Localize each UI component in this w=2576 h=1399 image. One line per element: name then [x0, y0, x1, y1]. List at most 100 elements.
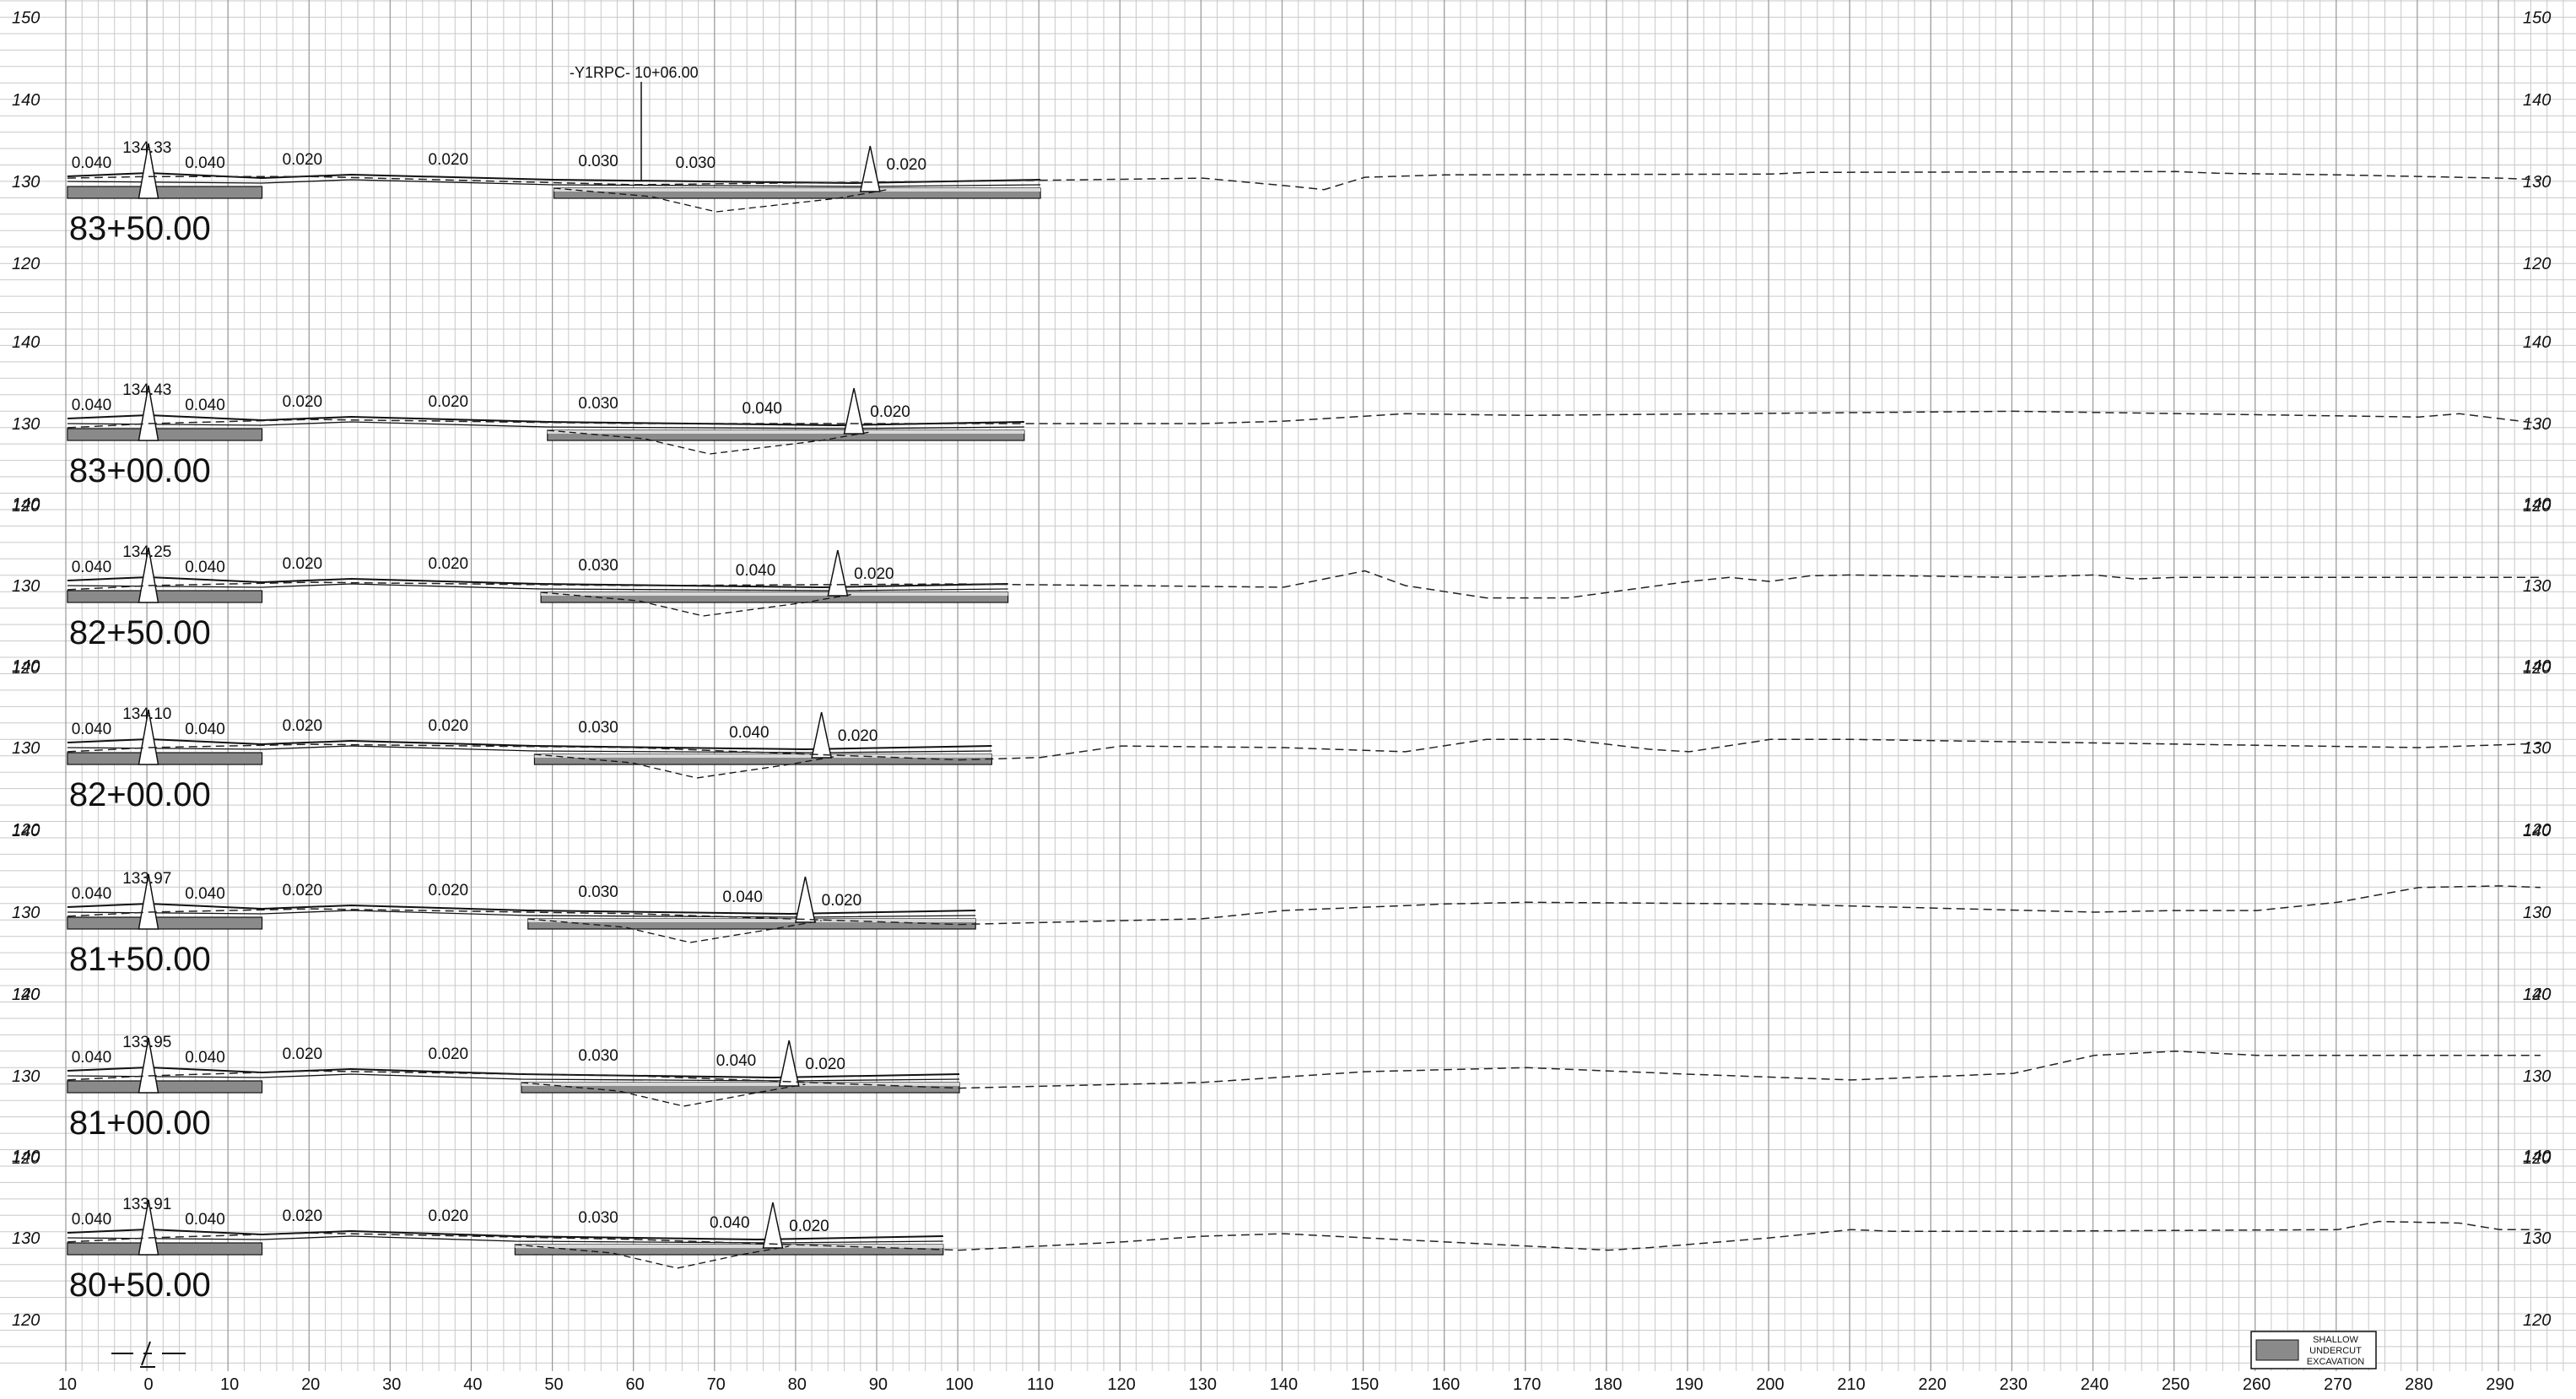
x-tick-label: 260: [2243, 1375, 2271, 1394]
legend-line-3: EXCAVATION: [2307, 1357, 2365, 1367]
barrier-icon: [138, 1037, 159, 1094]
pavement-base: [67, 583, 1008, 591]
slope-label: 0.030: [578, 719, 618, 737]
slope-label: 0.040: [716, 1052, 757, 1070]
slope-label: 0.040: [710, 1214, 750, 1232]
grid-lines: [0, 0, 2576, 1371]
station-label: 82+00.00: [69, 776, 211, 813]
elevation-label: 134.43: [122, 381, 171, 399]
elevation-label: 133.91: [122, 1196, 171, 1213]
x-tick-label: 150: [1351, 1375, 1379, 1394]
x-tick-label: 50: [544, 1375, 563, 1394]
slope-label: 0.020: [283, 555, 323, 573]
barrier-icon: [778, 1040, 800, 1087]
elevation-axis-label: 140: [12, 1148, 40, 1166]
x-tick-label: 190: [1675, 1375, 1703, 1394]
barrier-icon: [138, 709, 159, 765]
x-tick-label: 250: [2162, 1375, 2190, 1394]
station-label: 83+00.00: [69, 452, 211, 489]
existing-ground: [67, 410, 2541, 429]
elevation-axis-label: 130: [12, 739, 40, 758]
slope-label: 0.030: [578, 153, 618, 170]
slope-label: 0.020: [429, 882, 469, 899]
undercut-slab: [67, 590, 263, 603]
x-tick-label: 110: [1027, 1375, 1054, 1394]
barrier-icon: [811, 711, 833, 759]
ditch-profile: [521, 1082, 806, 1107]
section-83+00.00: 140 140 130 130 120 120 0.040 0.040 0.020 0.020 0.…: [12, 333, 2551, 516]
slope-label: 0.020: [429, 555, 469, 573]
station-label: 80+50.00: [69, 1267, 211, 1304]
ditch-profile: [515, 1244, 790, 1269]
slope-label: 0.020: [429, 151, 469, 169]
slope-label: 0.020: [838, 727, 878, 745]
elevation-axis-label: 120: [2523, 659, 2551, 678]
elevation-axis-label: 140: [12, 495, 40, 514]
pavement-base: [67, 910, 976, 918]
slope-label: 0.040: [736, 562, 776, 580]
barrier-icon: [138, 1199, 159, 1256]
undercut-slab: [67, 186, 263, 199]
slope-label: 0.020: [283, 882, 323, 899]
slope-label: 0.040: [72, 721, 112, 738]
elevation-label: 134.10: [122, 705, 171, 723]
elevation-axis-label: 120: [2523, 1311, 2551, 1330]
slope-label: 0.040: [722, 889, 763, 906]
elevation-axis-label: 120: [12, 821, 40, 840]
slope-label: 0.020: [870, 403, 910, 421]
legend: SHALLOW UNDERCUT EXCAVATION: [2250, 1331, 2377, 1369]
elevation-axis-label: 130: [12, 1067, 40, 1086]
x-tick-label: 210: [1837, 1375, 1865, 1394]
slope-label: 0.030: [578, 557, 618, 575]
undercut-slab: [67, 1242, 263, 1256]
slope-label: 0.030: [578, 395, 618, 413]
elevation-axis-label: 140: [2523, 91, 2551, 110]
x-tick-label: 40: [463, 1375, 482, 1394]
slope-label: 0.030: [578, 883, 618, 901]
slope-label: 0.020: [429, 393, 469, 411]
x-tick-label: 130: [1189, 1375, 1217, 1394]
slope-label: 0.040: [729, 724, 770, 742]
slope-label: 0.020: [283, 717, 323, 735]
legend-line-2: UNDERCUT: [2309, 1346, 2362, 1356]
elevation-axis-label: 140: [2523, 1148, 2551, 1166]
elevation-axis-label: 120: [12, 986, 40, 1004]
existing-ground: [67, 1220, 2541, 1251]
existing-ground: [67, 885, 2541, 926]
pavement-base: [67, 421, 1024, 429]
section-81+50.00: 140 140 130 130 120 120 0.040 0.040 0.020 0.020 0.…: [12, 822, 2551, 1004]
slope-label: 0.030: [578, 1047, 618, 1065]
slope-label: 0.020: [789, 1218, 829, 1235]
slope-label: 0.020: [283, 1045, 323, 1063]
station-label: 82+50.00: [69, 614, 211, 651]
elevation-axis-label: 120: [12, 1149, 40, 1168]
barrier-icon: [794, 876, 816, 923]
x-tick-label: 200: [1756, 1375, 1784, 1394]
elevation-axis-label: 130: [12, 577, 40, 596]
undercut-slab: [67, 752, 263, 765]
existing-ground: [67, 1051, 2541, 1089]
grid: [0, 0, 2576, 1371]
barrier-icon: [859, 145, 881, 192]
elevation-axis-label: 130: [2523, 1067, 2551, 1086]
x-tick-label: 70: [707, 1375, 726, 1394]
elevation-axis-label: 140: [2523, 986, 2551, 1004]
slope-label: 0.040: [72, 1049, 112, 1067]
undercut-slab: [67, 1080, 263, 1094]
elevation-label: 134.25: [122, 543, 171, 561]
elevation-axis-label: 130: [2523, 739, 2551, 758]
barrier-icon: [138, 143, 159, 199]
elevation-axis-label: 130: [2523, 415, 2551, 434]
elevation-axis-label: 120: [2523, 1149, 2551, 1168]
existing-ground: [67, 570, 2541, 599]
slope-label: 0.040: [185, 397, 225, 414]
centerline-icon: [111, 1341, 186, 1368]
elevation-axis-label: 120: [2523, 255, 2551, 273]
x-tick-label: 220: [1919, 1375, 1947, 1394]
elevation-axis-label: 150: [12, 9, 40, 28]
station-label: 81+50.00: [69, 941, 211, 978]
elevation-axis-label: 140: [12, 986, 40, 1004]
undercut-slab-top: [554, 188, 1041, 192]
slope-label: 0.020: [822, 892, 862, 910]
section-82+50.00: 140 140 130 130 120 120 0.040 0.040 0.020 0.020 0.…: [12, 495, 2551, 678]
